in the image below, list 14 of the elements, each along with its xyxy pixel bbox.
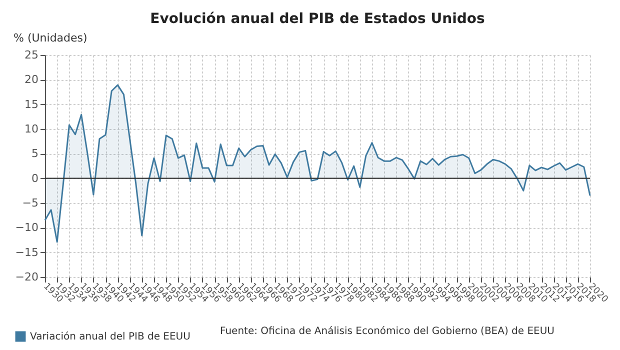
y-tick-label: −15: [15, 246, 38, 259]
y-tick-label: −5: [22, 196, 38, 210]
y-tick-label: −20: [15, 270, 38, 284]
source-note: Fuente: Oficina de Análisis Económico del Gobierno (BEA) de EEUU: [220, 326, 554, 337]
chart-title: Evolución anual del PIB de Estados Unidos: [150, 11, 485, 27]
y-axis-title: % (Unidades): [14, 32, 88, 44]
y-tick-label: 25: [24, 48, 38, 62]
legend-label: Variación anual del PIB de EEUU: [30, 332, 190, 342]
y-tick-label: 0: [32, 172, 38, 185]
y-tick-label: 15: [24, 98, 38, 111]
y-tick-label: 5: [32, 147, 38, 160]
y-tick-label: −10: [15, 221, 38, 234]
y-tick-label: 10: [24, 122, 38, 136]
y-tick-label: 20: [24, 73, 38, 86]
